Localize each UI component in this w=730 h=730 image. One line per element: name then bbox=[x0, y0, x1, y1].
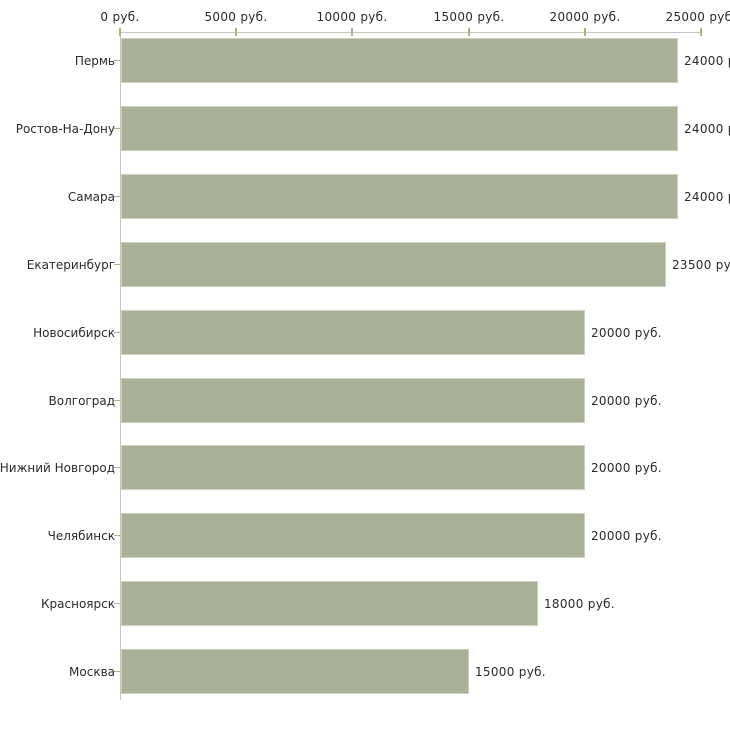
y-tick-mark bbox=[114, 332, 120, 333]
x-tick-label: 5000 руб. bbox=[204, 10, 268, 24]
x-tick-label: 10000 руб. bbox=[316, 10, 388, 24]
bar bbox=[121, 38, 678, 83]
bar-value-label: 24000 руб. bbox=[684, 189, 730, 204]
y-tick-mark bbox=[114, 671, 120, 672]
x-tick-mark bbox=[119, 28, 121, 36]
x-tick-label: 15000 руб. bbox=[433, 10, 505, 24]
category-label: Екатеринбург bbox=[26, 257, 115, 272]
x-tick-label: 25000 руб. bbox=[665, 10, 730, 24]
y-tick-mark bbox=[114, 196, 120, 197]
category-label: Москва bbox=[69, 664, 115, 679]
bar-value-label: 15000 руб. bbox=[475, 664, 546, 679]
category-label: Нижний Новгород bbox=[0, 460, 115, 475]
bar bbox=[121, 106, 678, 151]
x-tick-label: 20000 руб. bbox=[549, 10, 621, 24]
y-tick-mark bbox=[114, 264, 120, 265]
category-label: Пермь bbox=[74, 53, 115, 68]
category-label: Волгоград bbox=[48, 393, 115, 408]
bar-value-label: 24000 руб. bbox=[684, 53, 730, 68]
x-tick-mark bbox=[584, 28, 586, 36]
bar-value-label: 20000 руб. bbox=[591, 393, 662, 408]
bar-value-label: 23500 руб. bbox=[672, 257, 730, 272]
y-axis-line bbox=[120, 32, 121, 700]
category-label: Ростов-На-Дону bbox=[15, 121, 115, 136]
x-axis-line bbox=[120, 32, 702, 33]
y-tick-mark bbox=[114, 128, 120, 129]
x-tick-mark bbox=[351, 28, 353, 36]
y-tick-mark bbox=[114, 603, 120, 604]
category-label: Челябинск bbox=[47, 528, 115, 543]
bar-value-label: 24000 руб. bbox=[684, 121, 730, 136]
x-tick-mark bbox=[700, 28, 702, 36]
x-tick-label: 0 руб. bbox=[100, 10, 140, 24]
bar-value-label: 20000 руб. bbox=[591, 325, 662, 340]
x-tick-mark bbox=[468, 28, 470, 36]
bar bbox=[121, 649, 469, 694]
bar bbox=[121, 581, 538, 626]
y-tick-mark bbox=[114, 400, 120, 401]
x-tick-mark bbox=[235, 28, 237, 36]
bar bbox=[121, 445, 585, 490]
category-label: Новосибирск bbox=[33, 325, 115, 340]
bar bbox=[121, 242, 666, 287]
y-tick-mark bbox=[114, 535, 120, 536]
category-label: Самара bbox=[67, 189, 115, 204]
bar bbox=[121, 310, 585, 355]
bar-value-label: 20000 руб. bbox=[591, 460, 662, 475]
y-tick-mark bbox=[114, 60, 120, 61]
bar-value-label: 20000 руб. bbox=[591, 528, 662, 543]
bar-value-label: 18000 руб. bbox=[544, 596, 615, 611]
bar bbox=[121, 378, 585, 423]
y-tick-mark bbox=[114, 467, 120, 468]
bar bbox=[121, 513, 585, 558]
bar bbox=[121, 174, 678, 219]
category-label: Красноярск bbox=[41, 596, 115, 611]
